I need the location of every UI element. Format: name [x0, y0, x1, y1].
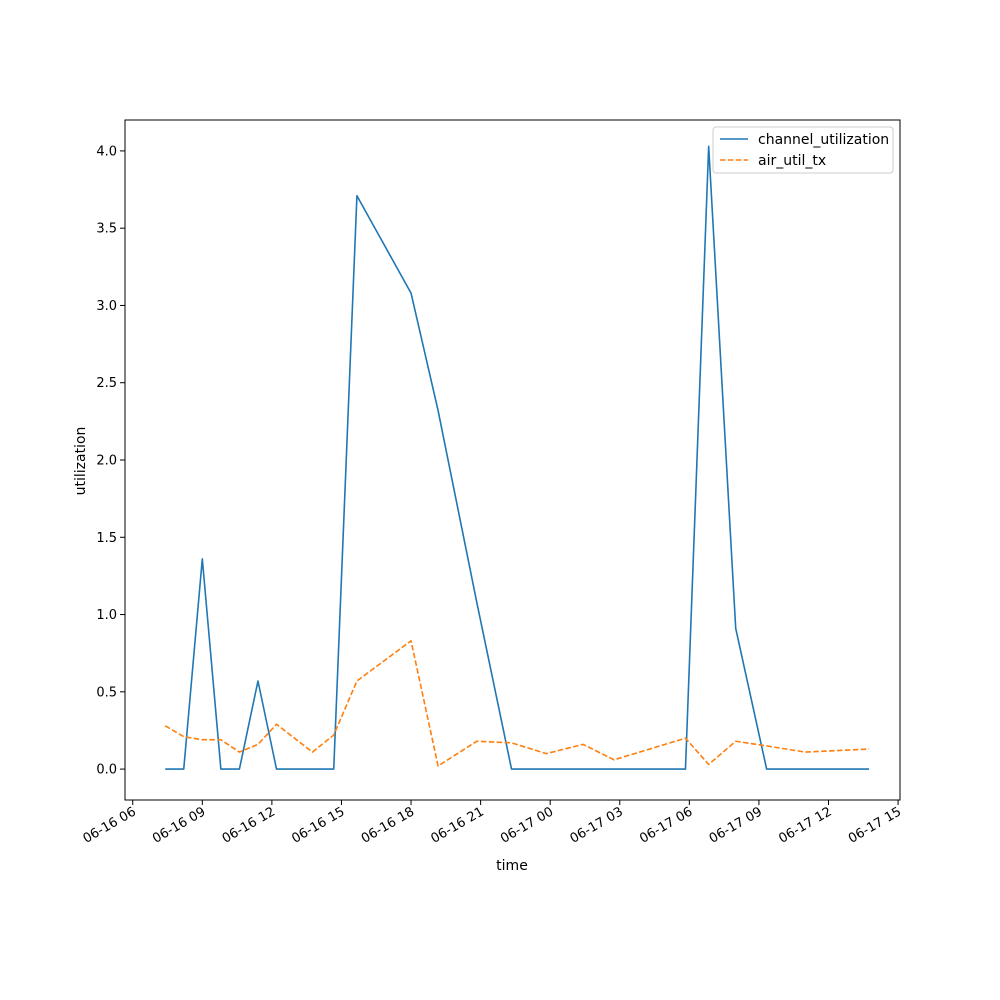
- y-tick-label: 3.5: [96, 222, 117, 237]
- x-axis-label: time: [496, 858, 528, 874]
- y-axis-ticks: 0.0 0.5 1.0 1.5 2.0 2.5 3.0 3.5 4.0: [96, 144, 125, 778]
- series-air-util-tx: [164, 640, 870, 767]
- y-tick-label: 0.5: [96, 685, 117, 700]
- legend-label-channel-utilization: channel_utilization: [758, 132, 889, 148]
- y-tick-label: 4.0: [96, 144, 117, 159]
- series-channel-utilization: [165, 145, 870, 770]
- y-axis-label: utilization: [73, 427, 89, 496]
- y-tick-label: 2.0: [96, 454, 117, 469]
- series-layer: [164, 145, 870, 770]
- legend-label-air-util-tx: air_util_tx: [758, 153, 826, 169]
- y-tick-label: 3.0: [96, 299, 117, 314]
- series-line-channel-utilization: [165, 145, 870, 770]
- legend: channel_utilization air_util_tx: [712, 126, 894, 174]
- y-tick-label: 1.5: [96, 531, 117, 546]
- y-tick-label: 0.0: [96, 763, 117, 778]
- series-line-air-util-tx: [164, 640, 870, 767]
- y-tick-label: 1.0: [96, 608, 117, 623]
- legend-box: [712, 126, 894, 174]
- y-tick-label: 2.5: [96, 376, 117, 391]
